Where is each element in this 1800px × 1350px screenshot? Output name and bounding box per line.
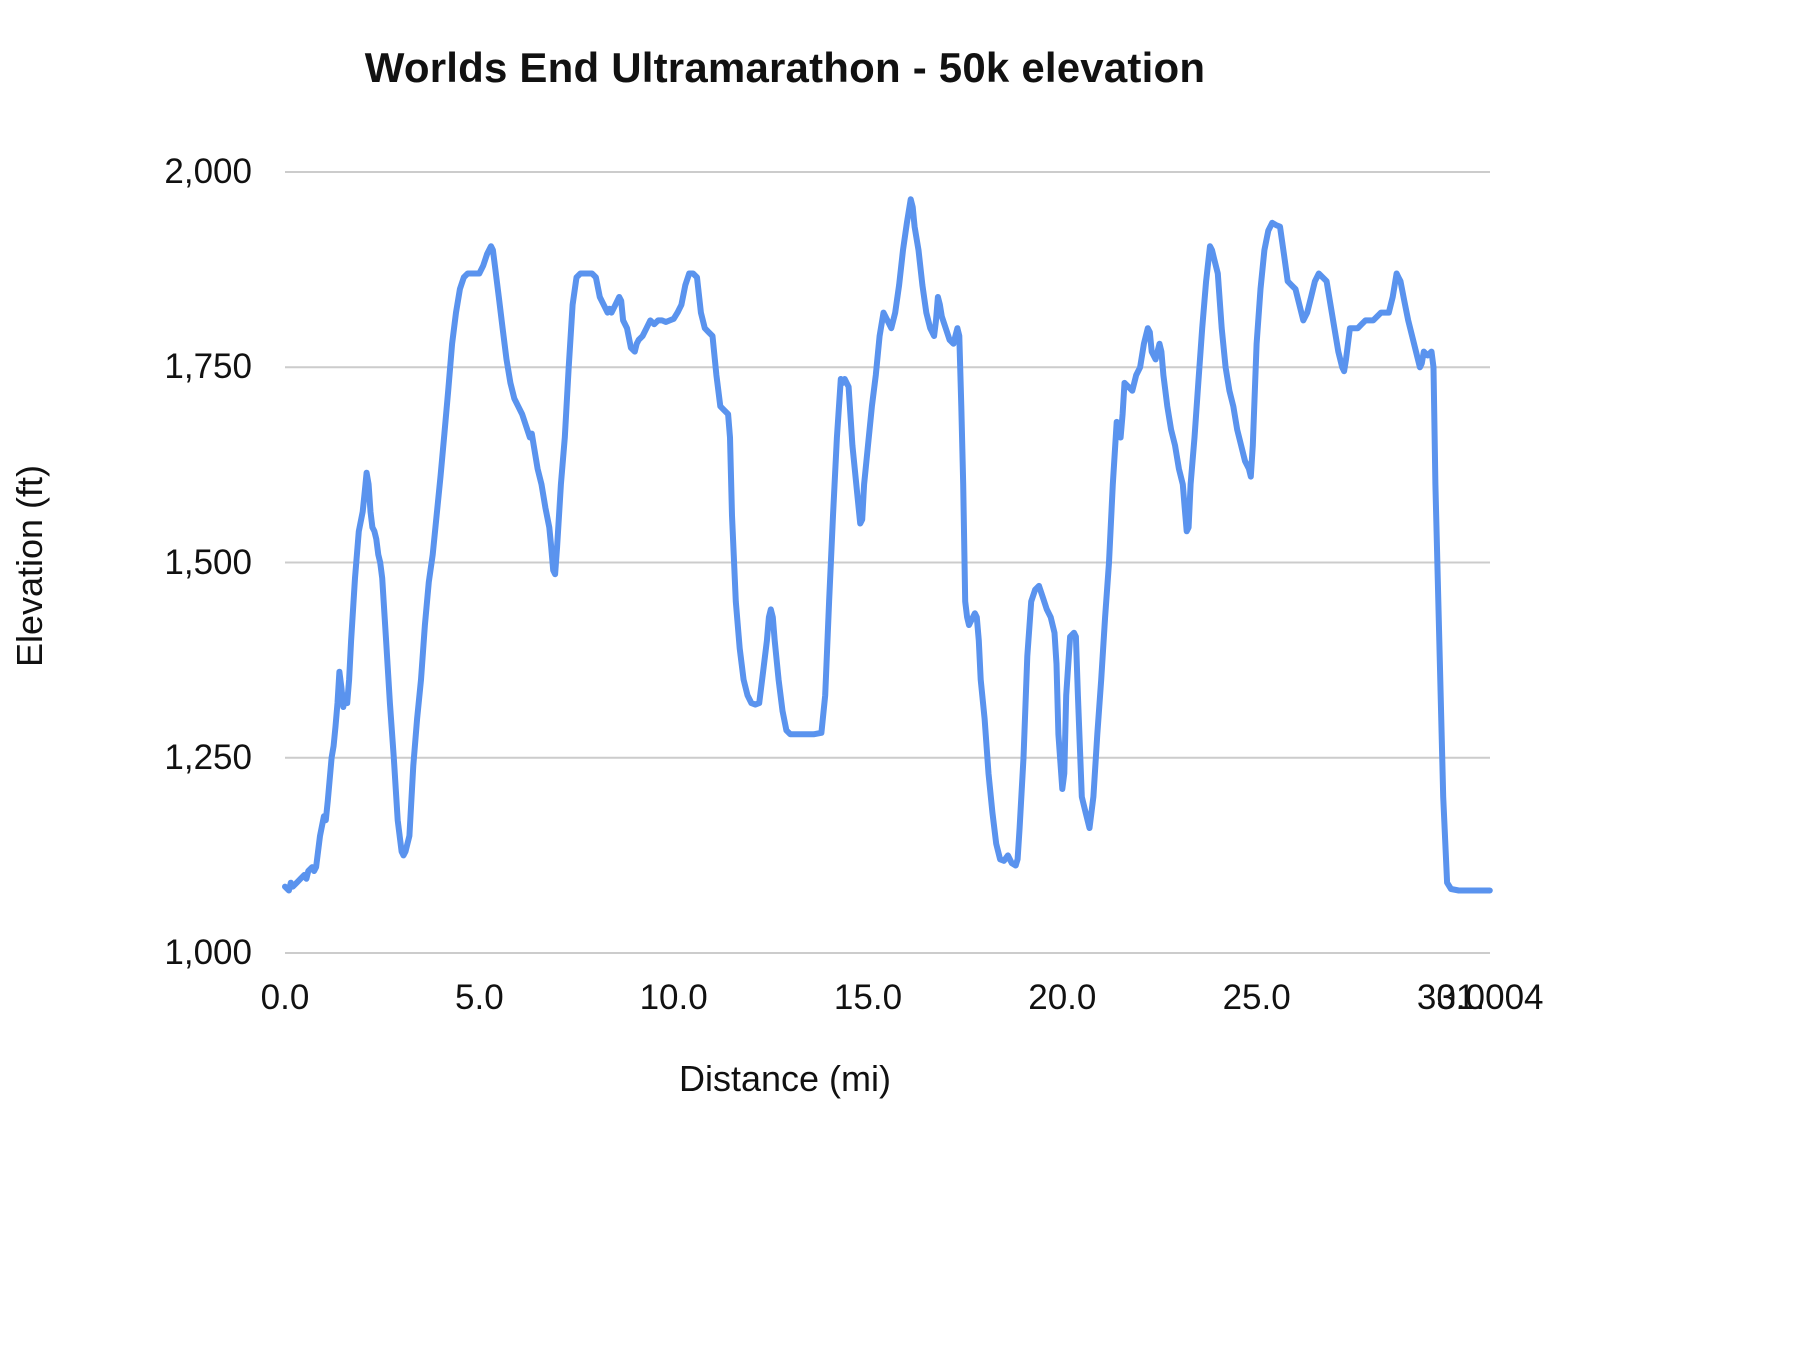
- x-axis-title: Distance (mi): [678, 1058, 892, 1099]
- chart-title: Worlds End Ultramarathon - 50k elevation: [364, 44, 1206, 91]
- x-tick-label: 0.0: [260, 978, 310, 1017]
- x-tick-label: 20.0: [1028, 978, 1097, 1017]
- x-tick-label: 31.004: [1436, 978, 1544, 1017]
- x-tick-label: 25.0: [1222, 978, 1291, 1017]
- x-tick-label: 10.0: [639, 978, 708, 1017]
- elevation-line: [282, 196, 1493, 894]
- y-tick-label: 1,250: [164, 737, 252, 777]
- x-tick-label: 15.0: [833, 978, 903, 1017]
- y-tick-label: 1,750: [164, 347, 252, 387]
- y-tick-label: 1,000: [164, 933, 252, 972]
- x-tick-label: 5.0: [455, 978, 504, 1017]
- y-tick-label: 2,000: [164, 152, 252, 191]
- y-tick-label: 1,500: [164, 542, 252, 582]
- x-tick-label: 30.0: [1416, 978, 1486, 1017]
